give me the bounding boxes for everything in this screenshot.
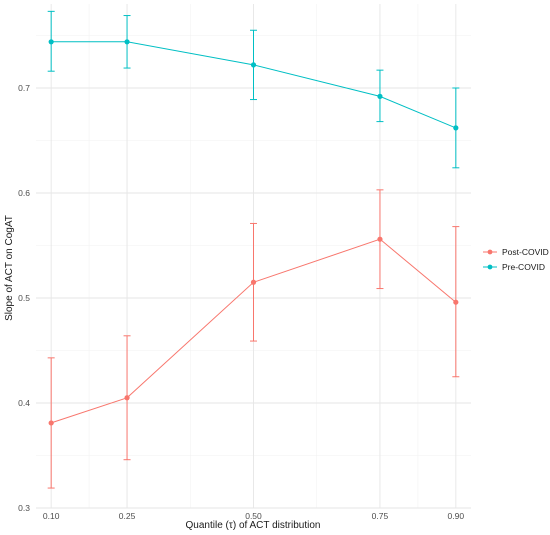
data-point-post-covid xyxy=(48,420,54,426)
legend-label: Pre-COVID xyxy=(502,262,545,272)
series-layer xyxy=(47,10,460,489)
y-tick-label: 0.6 xyxy=(18,188,30,198)
data-point-post-covid xyxy=(250,279,257,285)
legend-label: Post-COVID xyxy=(502,247,549,257)
data-point-pre-covid xyxy=(124,39,130,45)
data-point-post-covid xyxy=(453,299,459,305)
x-tick-label: 0.50 xyxy=(245,511,262,521)
data-point-pre-covid xyxy=(48,39,54,45)
x-axis-title: Quantile (τ) of ACT distribution xyxy=(186,520,321,531)
y-tick-label: 0.4 xyxy=(18,398,30,408)
x-tick-label: 0.25 xyxy=(119,511,136,521)
y-tick-label: 0.5 xyxy=(18,293,30,303)
legend-key-point xyxy=(487,249,493,255)
y-axis-title: Slope of ACT on CogAT xyxy=(4,215,15,321)
data-point-pre-covid xyxy=(377,93,383,99)
x-tick-label: 0.10 xyxy=(43,511,60,521)
x-tick-label: 0.75 xyxy=(372,511,389,521)
x-tick-label: 0.90 xyxy=(448,511,465,521)
data-point-pre-covid xyxy=(250,62,257,68)
data-point-post-covid xyxy=(377,236,383,242)
legend-key-point xyxy=(487,264,493,270)
legend: Post-COVID Pre-COVID xyxy=(483,247,549,272)
data-point-post-covid xyxy=(124,395,130,401)
legend-item-post-covid: Post-COVID xyxy=(483,247,549,257)
axis-layer: 0.3 0.4 0.5 0.6 0.7 0.10 0.25 0.50 0.75 0.90 xyxy=(18,83,464,521)
y-tick-label: 0.7 xyxy=(18,83,30,93)
y-tick-label: 0.3 xyxy=(18,503,30,513)
data-point-pre-covid xyxy=(453,125,459,131)
legend-item-pre-covid: Pre-COVID xyxy=(483,262,545,272)
